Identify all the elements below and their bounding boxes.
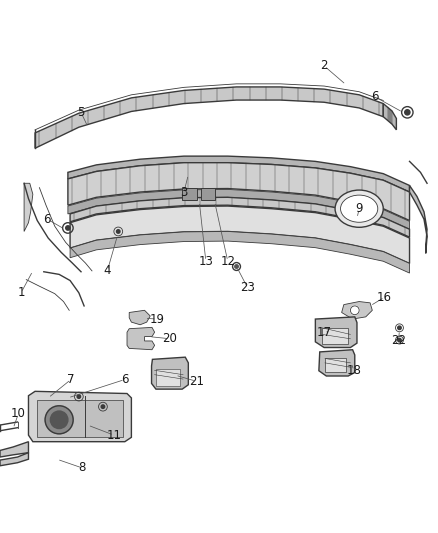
Circle shape <box>101 405 105 408</box>
Ellipse shape <box>335 190 383 227</box>
Text: 16: 16 <box>377 290 392 304</box>
Polygon shape <box>68 156 410 192</box>
Polygon shape <box>152 357 188 389</box>
Polygon shape <box>315 317 357 348</box>
Polygon shape <box>127 327 155 350</box>
Text: 21: 21 <box>189 375 204 387</box>
Text: 9: 9 <box>355 202 363 215</box>
Circle shape <box>350 306 359 314</box>
Polygon shape <box>35 87 383 148</box>
Polygon shape <box>0 453 28 466</box>
Text: 3: 3 <box>180 185 187 198</box>
Polygon shape <box>410 185 427 253</box>
Text: 12: 12 <box>220 255 235 268</box>
Text: 18: 18 <box>346 364 361 377</box>
Polygon shape <box>342 302 372 319</box>
Text: 7: 7 <box>67 373 75 386</box>
Text: 6: 6 <box>371 90 378 103</box>
Circle shape <box>117 230 120 233</box>
Text: 4: 4 <box>103 264 111 277</box>
FancyBboxPatch shape <box>37 400 123 437</box>
Ellipse shape <box>340 195 378 222</box>
Circle shape <box>398 338 401 342</box>
Circle shape <box>45 406 73 434</box>
FancyBboxPatch shape <box>156 369 180 386</box>
Text: 11: 11 <box>106 429 121 442</box>
Circle shape <box>235 265 238 268</box>
Circle shape <box>66 226 70 230</box>
Circle shape <box>50 411 68 429</box>
FancyBboxPatch shape <box>201 188 215 200</box>
Circle shape <box>405 110 410 115</box>
Text: 6: 6 <box>121 373 129 386</box>
Polygon shape <box>68 163 410 221</box>
Circle shape <box>398 326 401 329</box>
Polygon shape <box>28 391 131 442</box>
Text: 19: 19 <box>149 312 164 326</box>
Text: 20: 20 <box>162 332 177 345</box>
Polygon shape <box>70 197 410 237</box>
Text: 22: 22 <box>391 334 406 346</box>
Text: 13: 13 <box>198 255 213 268</box>
FancyBboxPatch shape <box>325 359 346 373</box>
Text: 8: 8 <box>79 462 86 474</box>
FancyBboxPatch shape <box>182 188 197 200</box>
Polygon shape <box>319 350 355 376</box>
Text: 23: 23 <box>240 281 255 294</box>
Polygon shape <box>70 231 410 273</box>
Text: 6: 6 <box>43 213 51 225</box>
Circle shape <box>77 395 81 398</box>
Polygon shape <box>68 189 410 229</box>
FancyBboxPatch shape <box>322 328 348 344</box>
Text: 17: 17 <box>317 326 332 338</box>
Text: 2: 2 <box>320 59 328 72</box>
Polygon shape <box>129 310 150 325</box>
Text: 1: 1 <box>17 286 25 300</box>
Polygon shape <box>0 442 28 457</box>
Polygon shape <box>383 103 396 130</box>
Text: 5: 5 <box>78 106 85 119</box>
Text: 10: 10 <box>11 407 26 420</box>
Polygon shape <box>70 206 410 263</box>
Polygon shape <box>24 183 33 231</box>
